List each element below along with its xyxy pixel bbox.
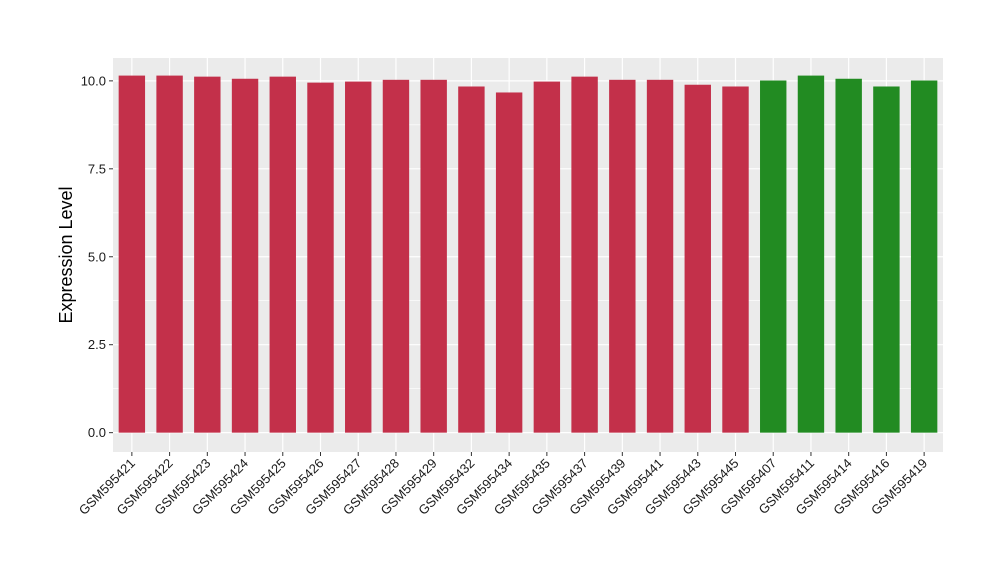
bar-GSM595443 — [684, 84, 711, 433]
bar-GSM595425 — [269, 76, 296, 433]
bars — [118, 75, 938, 433]
bar-GSM595423 — [194, 76, 221, 433]
y-tick-label: 0.0 — [88, 425, 106, 440]
bar-GSM595419 — [910, 80, 938, 433]
bar-GSM595445 — [722, 86, 749, 433]
bar-GSM595407 — [760, 80, 787, 433]
bar-GSM595429 — [420, 79, 447, 433]
bar-GSM595441 — [646, 79, 674, 433]
y-tick-label: 10.0 — [81, 73, 106, 88]
y-axis-title: Expression Level — [56, 186, 76, 323]
bar-GSM595432 — [458, 86, 485, 433]
bar-GSM595416 — [873, 86, 900, 433]
y-axis: 0.0 2.5 5.0 7.5 10.0 — [81, 73, 113, 440]
bar-GSM595435 — [533, 81, 561, 433]
bar-GSM595422 — [156, 75, 183, 433]
y-tick-label: 2.5 — [88, 337, 106, 352]
bar-GSM595424 — [231, 78, 259, 433]
x-axis: GSM595421GSM595422GSM595423GSM595424GSM5… — [76, 452, 930, 518]
bar-GSM595427 — [345, 81, 372, 433]
bar-GSM595437 — [571, 76, 598, 433]
bar-GSM595434 — [495, 92, 523, 433]
bar-GSM595426 — [307, 82, 334, 433]
bar-GSM595411 — [797, 75, 825, 433]
bar-GSM595439 — [609, 79, 636, 433]
bar-GSM595428 — [382, 79, 410, 433]
y-tick-label: 7.5 — [88, 161, 106, 176]
bar-GSM595414 — [835, 78, 862, 433]
bar-GSM595421 — [118, 75, 146, 433]
y-tick-label: 5.0 — [88, 249, 106, 264]
